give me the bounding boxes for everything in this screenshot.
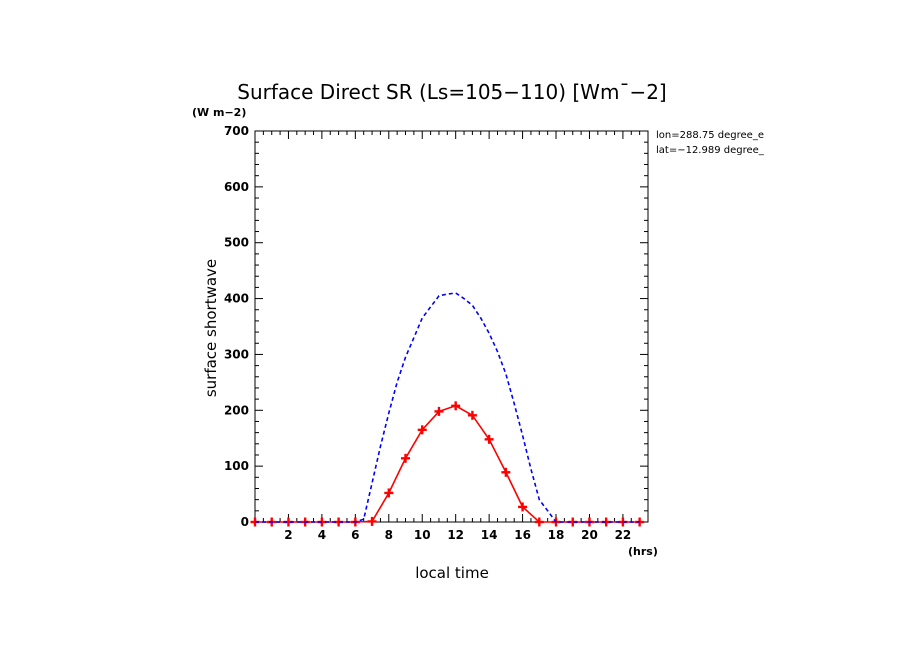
y-tick-label: 200 xyxy=(224,403,249,417)
x-tick-label: 4 xyxy=(318,528,326,542)
x-tick-label: 20 xyxy=(581,528,598,542)
data-point xyxy=(451,401,461,411)
x-tick-label: 18 xyxy=(548,528,565,542)
x-units-label: (hrs) xyxy=(628,545,658,558)
y-axis-label: surface shortwave xyxy=(202,259,220,397)
x-axis-label: local time xyxy=(415,564,489,582)
data-point xyxy=(518,502,528,512)
y-tick-label: 700 xyxy=(224,124,249,138)
data-point xyxy=(484,434,494,444)
data-point xyxy=(434,406,444,416)
x-tick-label: 10 xyxy=(414,528,431,542)
y-tick-label: 600 xyxy=(224,180,249,194)
y-tick-labels: 0 100 200 300 400 500 600 700 xyxy=(224,124,249,529)
y-tick-label: 0 xyxy=(241,515,249,529)
x-tick-label: 2 xyxy=(284,528,292,542)
x-tick-label: 8 xyxy=(385,528,393,542)
annotation-lat: lat=−12.989 degree_ xyxy=(656,145,765,156)
x-tick-label: 14 xyxy=(481,528,498,542)
y-tick-label: 100 xyxy=(224,459,249,473)
y-tick-label: 400 xyxy=(224,292,249,306)
series-line-1 xyxy=(255,292,640,523)
data-point xyxy=(635,517,645,527)
data-point xyxy=(367,516,377,526)
y-tick-label: 500 xyxy=(224,236,249,250)
annotation-lon: lon=288.75 degree_e xyxy=(656,130,764,141)
x-tick-label: 6 xyxy=(351,528,359,542)
chart-title: Surface Direct SR (Ls=105−110) [Wm¯−2] xyxy=(237,80,666,104)
series-line-0 xyxy=(255,404,640,523)
data-point xyxy=(501,467,511,477)
plot-axes xyxy=(254,130,649,523)
x-tick-label: 12 xyxy=(447,528,464,542)
y-tick-label: 300 xyxy=(224,347,249,361)
data-point xyxy=(384,488,394,498)
data-point xyxy=(467,410,477,420)
plot-frame xyxy=(254,130,649,523)
y-units-label: (W m−2) xyxy=(192,106,246,119)
x-tick-label: 16 xyxy=(514,528,531,542)
plot-series xyxy=(250,292,645,527)
data-point xyxy=(534,517,544,527)
data-point xyxy=(417,425,427,435)
x-tick-labels: 2 4 6 8 10 12 14 16 18 20 22 xyxy=(284,528,631,542)
data-point xyxy=(401,453,411,463)
x-tick-label: 22 xyxy=(615,528,632,542)
